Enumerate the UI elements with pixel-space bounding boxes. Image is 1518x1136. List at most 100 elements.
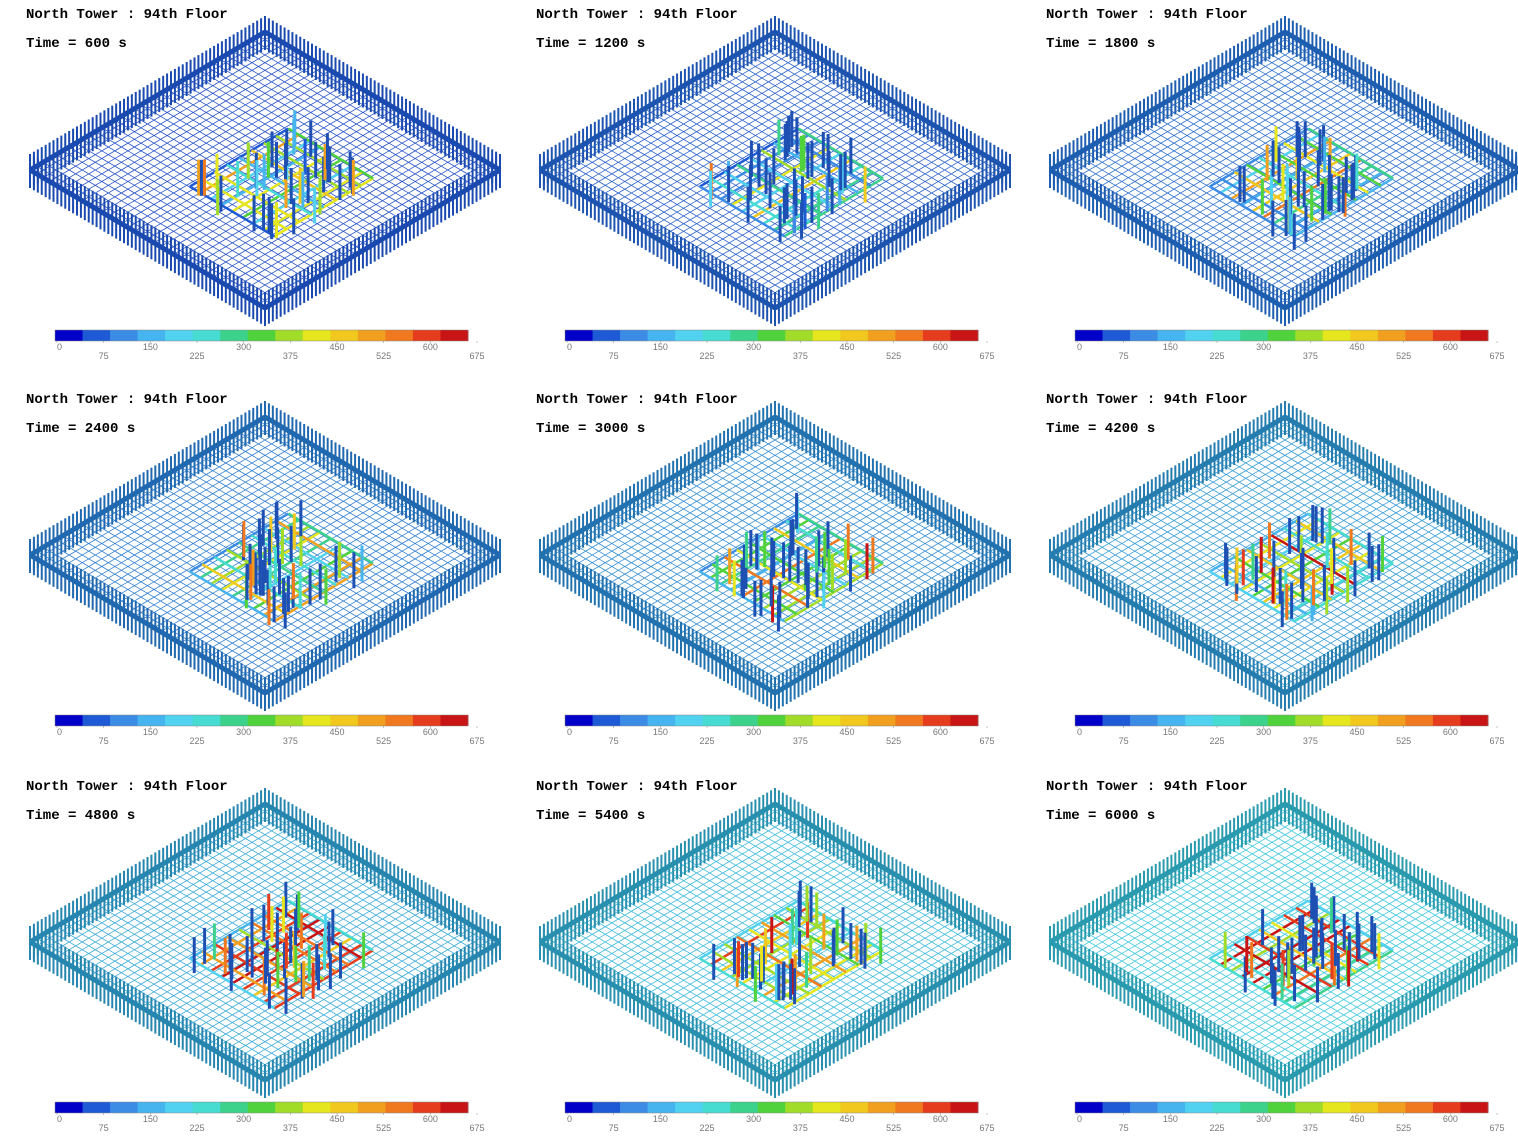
colorbar-tick-label: 675 bbox=[1489, 351, 1504, 361]
colorbar-tick-label: 225 bbox=[699, 1123, 714, 1133]
colorbar-segment bbox=[330, 1102, 359, 1113]
floor-beam bbox=[1069, 543, 1305, 682]
colorbar-segment bbox=[1157, 715, 1186, 726]
floor-beam bbox=[559, 930, 795, 1069]
floor-beam bbox=[1258, 926, 1495, 1066]
colorbar-tick-label: 450 bbox=[1349, 1114, 1364, 1124]
core-beam bbox=[287, 512, 374, 565]
colorbar-tick-label: 75 bbox=[99, 736, 109, 746]
time-label: Time = 600 s bbox=[26, 36, 127, 52]
colorbar-segment bbox=[675, 715, 704, 726]
floor-beam bbox=[1082, 922, 1318, 1062]
colorbar-segment bbox=[1185, 330, 1214, 341]
colorbar-tick-label: 0 bbox=[57, 342, 62, 352]
colorbar-tick-label: 300 bbox=[746, 342, 761, 352]
colorbar-tick-label: 675 bbox=[979, 736, 994, 746]
floor-beam bbox=[1265, 543, 1501, 682]
colorbar-tick-label: 75 bbox=[99, 1123, 109, 1133]
panel-title: North Tower : 94th Floor bbox=[1046, 7, 1248, 23]
colorbar-segment bbox=[1460, 715, 1489, 726]
colorbar-tick-label: 150 bbox=[653, 342, 668, 352]
colorbar-tick-label: 675 bbox=[469, 351, 484, 361]
floor-beam bbox=[1271, 161, 1508, 301]
floor-beam bbox=[49, 158, 285, 297]
colorbar-tick-label: 0 bbox=[57, 727, 62, 737]
colorbar-tick-label: 150 bbox=[143, 1114, 158, 1124]
colorbar-tick-label: 225 bbox=[1209, 351, 1224, 361]
colorbar-tick-label: 675 bbox=[469, 736, 484, 746]
colorbar-tick-label: 0 bbox=[567, 1114, 572, 1124]
colorbar-tick-label: 375 bbox=[1303, 736, 1318, 746]
spandrel bbox=[263, 414, 502, 558]
colorbar-tick-label: 525 bbox=[376, 351, 391, 361]
colorbar-segment bbox=[730, 330, 759, 341]
floor-beam bbox=[1082, 535, 1318, 675]
floor-beam bbox=[232, 535, 468, 675]
core-beam bbox=[1209, 570, 1296, 623]
spandrel bbox=[773, 167, 1012, 311]
colorbar-tick-label: 600 bbox=[933, 1114, 948, 1124]
structure bbox=[28, 788, 502, 1098]
colorbar-segment bbox=[812, 1102, 841, 1113]
core-beam bbox=[213, 170, 300, 223]
floor-beam bbox=[1062, 546, 1299, 686]
floor-beam bbox=[36, 937, 272, 1077]
floor-beam bbox=[761, 933, 998, 1073]
floor-beam bbox=[1062, 933, 1299, 1073]
panel-title: North Tower : 94th Floor bbox=[536, 7, 738, 23]
colorbar-frame bbox=[564, 1101, 979, 1114]
colorbar-frame bbox=[1074, 714, 1489, 727]
colorbar-segment bbox=[565, 715, 594, 726]
core-beam bbox=[1233, 942, 1320, 995]
spandrel bbox=[1283, 414, 1518, 557]
colorbar-segment bbox=[1102, 330, 1131, 341]
colorbar-frame bbox=[54, 714, 469, 727]
floor-beam bbox=[748, 539, 985, 679]
colorbar-segment bbox=[110, 330, 139, 341]
spandrel bbox=[538, 414, 777, 558]
colorbar-segment bbox=[192, 1102, 221, 1113]
colorbar-segment bbox=[1432, 715, 1461, 726]
floor-beam bbox=[55, 154, 292, 294]
colorbar-segment bbox=[137, 715, 166, 726]
colorbar-tick-label: 525 bbox=[886, 1123, 901, 1133]
spandrel bbox=[1048, 414, 1287, 558]
colorbar-segment bbox=[840, 715, 869, 726]
colorbar-segment bbox=[702, 715, 731, 726]
spandrel bbox=[538, 29, 777, 173]
colorbar-segment bbox=[1267, 330, 1296, 341]
colorbar-segment bbox=[357, 715, 386, 726]
spandrel bbox=[1283, 168, 1518, 311]
colorbar-segment bbox=[275, 1102, 304, 1113]
colorbar-segment bbox=[647, 1102, 676, 1113]
colorbar-segment bbox=[1350, 715, 1379, 726]
colorbar-tick-label: 0 bbox=[567, 727, 572, 737]
colorbar-tick-label: 525 bbox=[886, 351, 901, 361]
floor-beam bbox=[1075, 154, 1312, 294]
floor-beam bbox=[258, 550, 494, 690]
spandrel bbox=[263, 552, 502, 696]
colorbar-segment bbox=[785, 330, 814, 341]
floor-beam bbox=[238, 926, 475, 1066]
colorbar-segment bbox=[440, 715, 469, 726]
floor-beam bbox=[1252, 150, 1488, 290]
colorbar-segment bbox=[592, 1102, 621, 1113]
panel-title: North Tower : 94th Floor bbox=[1046, 779, 1248, 795]
colorbar-tick-label: 300 bbox=[746, 727, 761, 737]
spandrel bbox=[1283, 940, 1518, 1083]
colorbar-tick-label: 300 bbox=[236, 727, 251, 737]
colorbar-segment bbox=[1267, 1102, 1296, 1113]
colorbar-segment bbox=[1212, 330, 1241, 341]
spandrel bbox=[263, 167, 502, 311]
panel-title: North Tower : 94th Floor bbox=[536, 392, 738, 408]
spandrel bbox=[28, 29, 267, 173]
spandrel bbox=[773, 414, 1012, 558]
panel-title: North Tower : 94th Floor bbox=[26, 392, 228, 408]
colorbar-segment bbox=[1130, 715, 1159, 726]
colorbar-segment bbox=[137, 1102, 166, 1113]
floor-beam bbox=[552, 161, 789, 301]
structure bbox=[1048, 401, 1518, 711]
colorbar-segment bbox=[1350, 1102, 1379, 1113]
structure bbox=[538, 788, 1012, 1098]
colorbar-segment bbox=[702, 1102, 731, 1113]
